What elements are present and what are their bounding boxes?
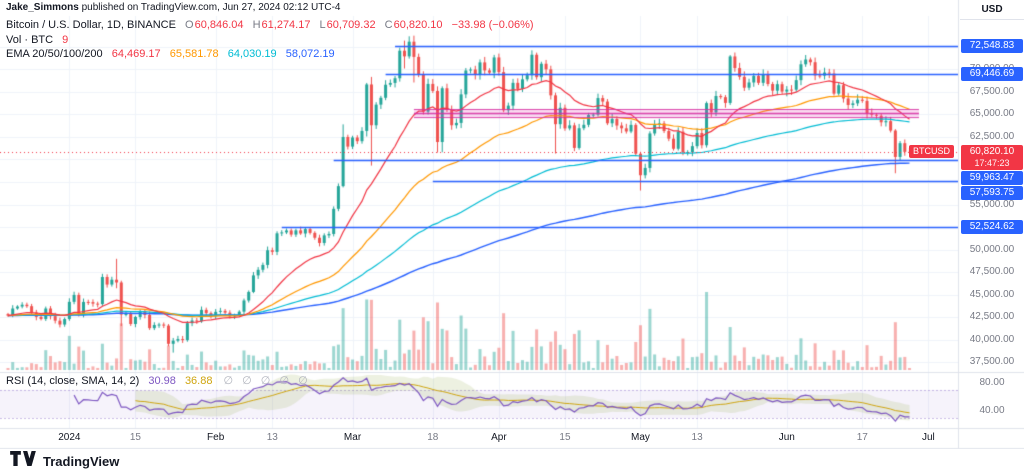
author-name: Jake_Simmons [6, 2, 79, 13]
ema200-value: 58,072.19 [285, 48, 335, 60]
rsi-tick-label: 40.00 [979, 405, 1005, 416]
symbol-title: Bitcoin / U.S. Dollar, 1D, BINANCE [6, 19, 176, 31]
change-value: −33.98 (−0.06%) [451, 19, 534, 31]
price-tick-label: 37,500.00 [969, 356, 1015, 367]
close-value: 60,820.10 [393, 19, 443, 31]
tradingview-brand[interactable]: TradingView [43, 453, 120, 469]
price-tick-label: 47,500.00 [969, 266, 1015, 277]
price-tick-label: 55,000.00 [969, 199, 1015, 210]
ema20-value: 64,469.17 [111, 48, 161, 60]
rsi-value: 30.98 [148, 375, 176, 387]
volume-value: 9 [62, 34, 69, 46]
attribution-text: published on TradingView.com, Jun 27, 20… [78, 2, 341, 13]
rsi-label: RSI (14, close, SMA, 14, 2) [6, 375, 140, 387]
price-level-badge[interactable]: 59,963.47 [961, 171, 1023, 185]
rsi-empty-values: ∅ ∅ ∅ ∅ ∅ [223, 375, 311, 387]
symbol-price-tag: BTCUSD [908, 145, 954, 158]
time-tick-label: 17 [856, 432, 868, 443]
price-tick-label: 62,500.00 [969, 131, 1015, 142]
low-label: L [319, 19, 326, 31]
attribution-bar: Jake_Simmons published on TradingView.co… [6, 2, 340, 13]
open-value: 60,846.04 [194, 19, 244, 31]
time-tick-label: Apr [491, 432, 507, 443]
open-label: O [185, 19, 194, 31]
symbol-legend-row[interactable]: Bitcoin / U.S. Dollar, 1D, BINANCE O60,8… [6, 19, 534, 31]
volume-label: Vol · BTC [6, 34, 54, 46]
price-scale-currency[interactable]: USD [960, 0, 1024, 20]
footer-bar: TradingView [0, 449, 1024, 473]
price-level-badge[interactable]: 52,524.62 [961, 220, 1023, 234]
price-tick-label: 67,500.00 [969, 86, 1015, 97]
high-value: 61,274.17 [261, 19, 311, 31]
time-tick-label: May [631, 432, 650, 443]
volume-legend-row[interactable]: Vol · BTC 9 [6, 34, 68, 46]
time-tick-label: 18 [427, 432, 439, 443]
high-label: H [252, 19, 261, 31]
rsi-ma-value: 36.88 [184, 375, 213, 387]
price-tick-label: 50,000.00 [969, 244, 1015, 255]
time-tick-label: 15 [559, 432, 571, 443]
current-price-label: 60,820.10 [969, 146, 1015, 157]
current-price-badge[interactable]: 60,820.10 17:47:23 [961, 145, 1023, 170]
time-tick-label: 2024 [58, 432, 81, 443]
time-tick-label: 13 [691, 432, 703, 443]
time-tick-label: Feb [207, 432, 225, 443]
time-tick-label: 13 [266, 432, 278, 443]
price-tick-label: 45,000.00 [969, 289, 1015, 300]
price-tick-label: 65,000.00 [969, 108, 1015, 119]
time-axis[interactable]: 2024 15 Feb 13 Mar 18 Apr 15 May 13 Jun 17 Jul [0, 429, 958, 447]
ema100-value: 64,030.19 [227, 48, 277, 60]
ema-label: EMA 20/50/100/200 [6, 48, 103, 60]
time-tick-label: Mar [343, 432, 362, 443]
price-scale[interactable]: USD 70,000.0067,500.0065,000.0062,500.00… [960, 0, 1024, 448]
price-level-badge[interactable]: 72,548.83 [961, 39, 1023, 53]
rsi-tick-label: 80.00 [979, 377, 1005, 388]
countdown-timer: 17:47:23 [974, 158, 1010, 168]
time-tick-label: 15 [129, 432, 141, 443]
price-level-badge[interactable]: 69,446.69 [961, 67, 1023, 81]
ema50-value: 65,581.78 [169, 48, 219, 60]
price-tick-label: 42,500.00 [969, 311, 1015, 322]
rsi-legend-row[interactable]: RSI (14, close, SMA, 14, 2) 30.98 36.88 … [6, 374, 311, 387]
price-tick-label: 40,000.00 [969, 334, 1015, 345]
time-tick-label: Jul [921, 432, 935, 443]
close-label: C [384, 19, 393, 31]
ema-legend-row[interactable]: EMA 20/50/100/200 64,469.17 65,581.78 64… [6, 48, 335, 60]
price-level-badge[interactable]: 57,593.75 [961, 186, 1023, 200]
time-tick-label: Jun [778, 432, 795, 443]
tradingview-logo-icon[interactable] [10, 451, 36, 471]
low-value: 60,709.32 [326, 19, 376, 31]
